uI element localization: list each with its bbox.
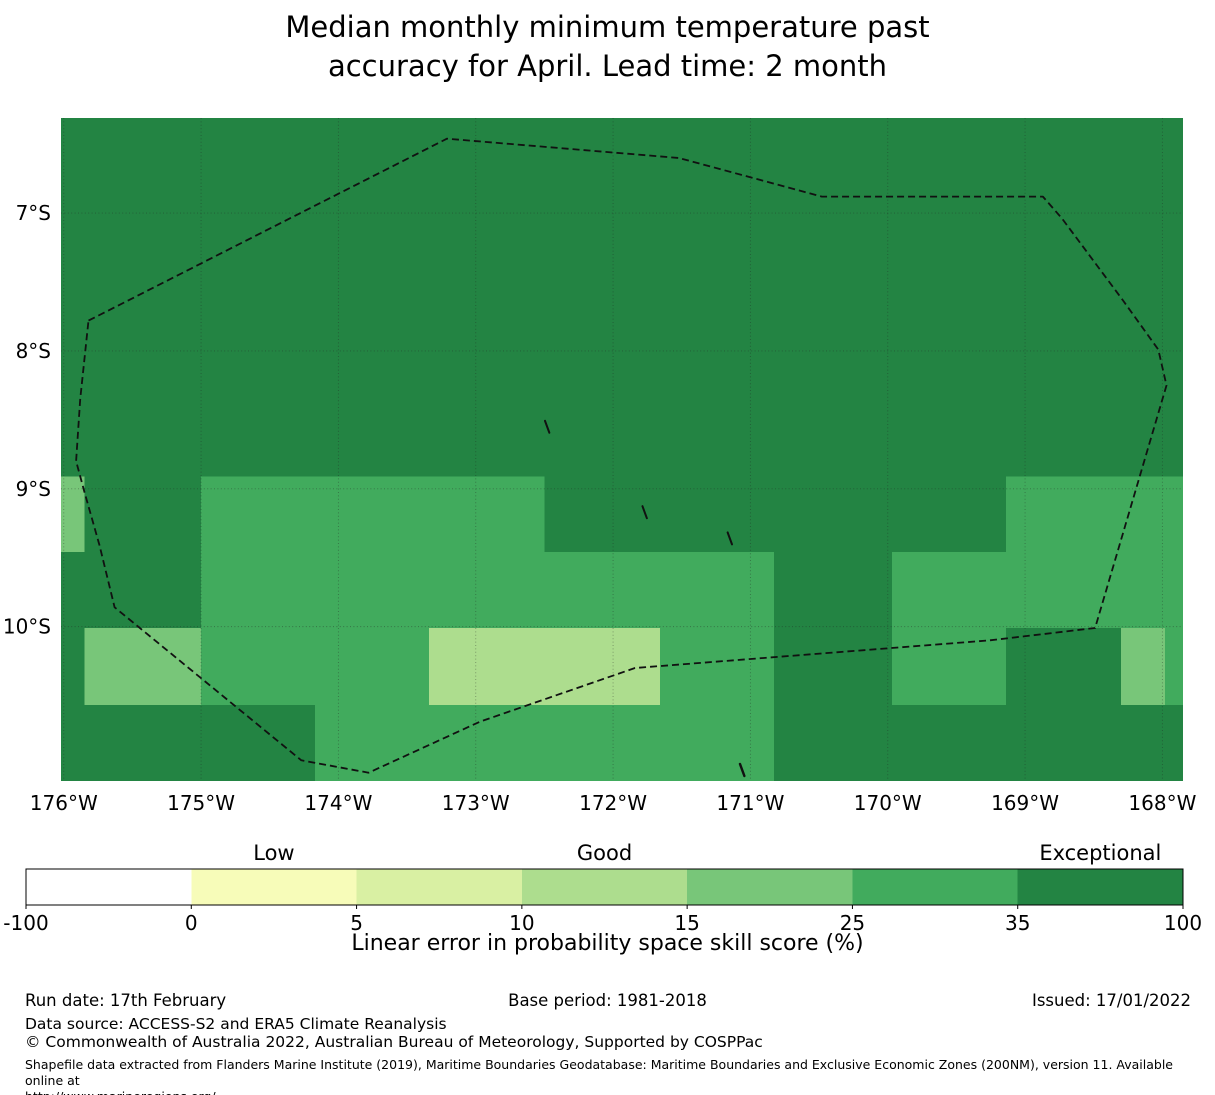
chart-title: Median monthly minimum temperature past … [285,10,930,83]
island-marker [543,419,551,434]
colorbar-zone-label: Exceptional [1039,841,1161,865]
colorbar-segment [852,869,1018,905]
colorbar-outline [25,868,1184,906]
colorbar-tick-label: -100 [3,911,48,935]
map-cell [201,628,430,706]
y-tick-label: 10°S [3,615,51,639]
map-cell [61,476,85,553]
x-tick-label: 168°W [1128,791,1196,815]
x-tick-label: 174°W [304,791,372,815]
colorbar-tick-label: 0 [185,911,198,935]
x-tick-label: 172°W [579,791,647,815]
x-tick-label: 171°W [716,791,784,815]
island-marker [726,531,734,546]
base-period-text: Base period: 1981-2018 [508,991,707,1010]
issued-text: Issued: 17/01/2022 [1031,991,1191,1010]
data-source-text: Data source: ACCESS-S2 and ERA5 Climate … [25,1015,447,1033]
run-date-text: Run date: 17th February [25,991,227,1010]
copyright-text: © Commonwealth of Australia 2022, Austra… [25,1033,763,1051]
colorbar-tick-label: 100 [1164,911,1202,935]
map-cell [544,552,774,628]
colorbar-tick-label: 5 [350,911,363,935]
colorbar-tick-label: 10 [509,911,534,935]
eez-boundary [75,137,1168,774]
colorbar-tick-label: 25 [840,911,865,935]
colorbar-tick-label: 35 [1005,911,1030,935]
x-tick-label: 176°W [30,791,98,815]
colorbar-tick-label: 15 [674,911,699,935]
colorbar-segment [191,869,357,905]
map-cell [659,628,774,706]
colorbar-title: Linear error in probability space skill … [351,931,864,956]
island-marker [641,505,648,520]
colorbar-zone-label: Good [577,841,632,865]
colorbar-segment [687,869,853,905]
map-cell [1121,628,1166,706]
colorbar-segment [26,869,192,905]
map-cell [891,628,1006,706]
x-tick-label: 169°W [991,791,1059,815]
shapefile-note-text: Shapefile data extracted from Flanders M… [25,1057,1173,1095]
map-cell [315,705,774,781]
y-tick-label: 9°S [16,477,51,501]
colorbar-zone-label: Low [253,841,294,865]
x-tick-label: 173°W [442,791,510,815]
colorbar-segment [1017,869,1183,905]
map-cell [201,476,545,628]
map-cell [1005,476,1183,553]
island-marker [738,762,746,778]
map-cell [429,628,660,706]
map-cell [891,552,1183,628]
map-cell [1165,628,1183,706]
y-tick-label: 7°S [16,201,51,225]
x-tick-label: 170°W [854,791,922,815]
colorbar-segment [521,869,688,905]
colorbar-segment [356,869,522,905]
y-tick-label: 8°S [16,339,51,363]
x-tick-label: 175°W [167,791,235,815]
map-cell [84,628,202,706]
